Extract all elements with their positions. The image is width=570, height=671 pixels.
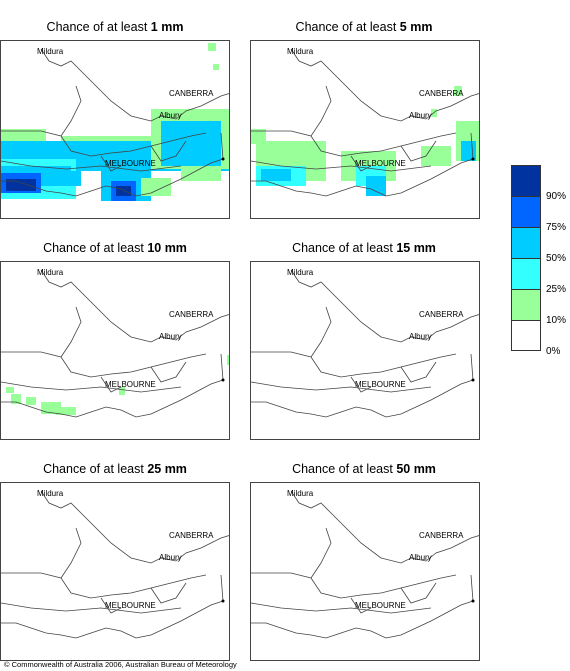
panel-title-25mm: Chance of at least 25 mm [43, 462, 187, 476]
map-50mm: Mildura CANBERRA Albury MELBOURNE [250, 482, 480, 661]
legend-label-50: 50% [546, 253, 567, 264]
legend-swatch-10 [511, 289, 541, 320]
label-melbourne: MELBOURNE [355, 601, 406, 610]
label-melbourne: MELBOURNE [105, 601, 156, 610]
panel-title-1mm: Chance of at least 1 mm [46, 20, 184, 34]
label-mildura: Mildura [37, 47, 64, 56]
copyright-footer: © Commonwealth of Australia 2006, Austra… [4, 660, 237, 669]
label-albury: Albury [409, 111, 432, 120]
rain-cells [251, 86, 479, 196]
label-mildura: Mildura [287, 47, 314, 56]
borders [251, 490, 479, 639]
label-albury: Albury [159, 553, 182, 562]
label-canberra: CANBERRA [169, 531, 214, 540]
map-10mm: Mildura CANBERRA Albury MELBOURNE [0, 261, 230, 440]
color-legend [511, 165, 541, 351]
legend-swatch-90 [511, 165, 541, 196]
rain-map-10mm: Mildura CANBERRA Albury MELBOURNE [1, 268, 229, 418]
label-albury: Albury [159, 111, 182, 120]
label-mildura: Mildura [37, 268, 64, 277]
label-canberra: CANBERRA [169, 310, 214, 319]
panel-title-15mm: Chance of at least 15 mm [292, 241, 436, 255]
label-melbourne: MELBOURNE [105, 159, 156, 168]
label-canberra: CANBERRA [419, 310, 464, 319]
rain-map-15mm: Mildura CANBERRA Albury MELBOURNE [251, 268, 479, 418]
map-25mm: Mildura CANBERRA Albury MELBOURNE [0, 482, 230, 661]
label-canberra: CANBERRA [169, 89, 214, 98]
label-melbourne: MELBOURNE [355, 159, 406, 168]
label-canberra: CANBERRA [419, 531, 464, 540]
borders [251, 269, 479, 418]
rain-cells [6, 355, 229, 415]
borders [1, 48, 229, 197]
map-15mm: Mildura CANBERRA Albury MELBOURNE [250, 261, 480, 440]
borders [1, 490, 229, 639]
panel-title-50mm: Chance of at least 50 mm [292, 462, 436, 476]
label-melbourne: MELBOURNE [105, 380, 156, 389]
map-5mm: Mildura CANBERRA Albury MELBOURNE [250, 40, 480, 219]
legend-label-75: 75% [546, 222, 567, 233]
rain-cells [1, 43, 229, 201]
rain-map-1mm: Mildura CANBERRA Albury MELBOURNE [1, 43, 229, 201]
legend-label-25: 25% [546, 284, 567, 295]
map-1mm: Mildura CANBERRA Albury MELBOURNE [0, 40, 230, 219]
borders [1, 269, 229, 418]
legend-swatch-50 [511, 227, 541, 258]
label-canberra: CANBERRA [419, 89, 464, 98]
rain-map-5mm: Mildura CANBERRA Albury MELBOURNE [251, 47, 479, 197]
rain-map-50mm: Mildura CANBERRA Albury MELBOURNE [251, 489, 479, 639]
legend-swatch-75 [511, 196, 541, 227]
legend-label-10: 10% [546, 315, 567, 326]
label-mildura: Mildura [287, 489, 314, 498]
label-albury: Albury [409, 332, 432, 341]
legend-swatch-25 [511, 258, 541, 289]
legend-swatch-0 [511, 320, 541, 351]
panel-title-5mm: Chance of at least 5 mm [295, 20, 433, 34]
label-mildura: Mildura [287, 268, 314, 277]
label-albury: Albury [159, 332, 182, 341]
legend-label-90: 90% [546, 191, 567, 202]
label-melbourne: MELBOURNE [355, 380, 406, 389]
rain-map-25mm: Mildura CANBERRA Albury MELBOURNE [1, 489, 229, 639]
legend-label-0: 0% [546, 346, 561, 357]
label-mildura: Mildura [37, 489, 64, 498]
panel-title-10mm: Chance of at least 10 mm [43, 241, 187, 255]
borders [251, 48, 479, 197]
label-albury: Albury [409, 553, 432, 562]
